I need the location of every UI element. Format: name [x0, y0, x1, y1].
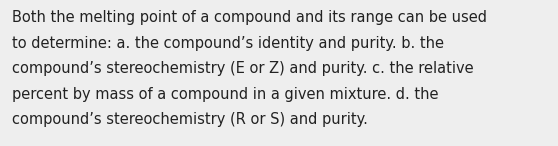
Text: Both the melting point of a compound and its range can be used: Both the melting point of a compound and…: [12, 10, 487, 25]
Text: compound’s stereochemistry (R or S) and purity.: compound’s stereochemistry (R or S) and …: [12, 112, 368, 127]
Text: to determine: a. the compound’s identity and purity. b. the: to determine: a. the compound’s identity…: [12, 36, 444, 51]
Text: compound’s stereochemistry (E or Z) and purity. c. the relative: compound’s stereochemistry (E or Z) and …: [12, 61, 474, 76]
Text: percent by mass of a compound in a given mixture. d. the: percent by mass of a compound in a given…: [12, 87, 439, 102]
